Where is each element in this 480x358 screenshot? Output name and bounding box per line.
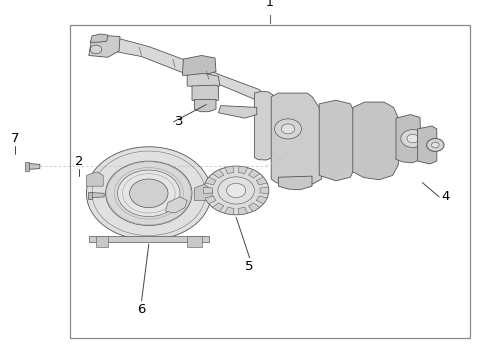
Polygon shape (92, 193, 104, 198)
Circle shape (275, 119, 301, 139)
Circle shape (281, 124, 295, 134)
Circle shape (432, 142, 439, 148)
Text: 6: 6 (137, 303, 146, 315)
Polygon shape (89, 36, 120, 57)
Polygon shape (90, 34, 108, 42)
Polygon shape (249, 203, 260, 211)
Polygon shape (213, 203, 224, 211)
Polygon shape (254, 91, 273, 160)
Polygon shape (29, 164, 40, 169)
Circle shape (204, 166, 269, 215)
Circle shape (427, 139, 444, 151)
Polygon shape (225, 166, 234, 174)
Polygon shape (278, 176, 312, 190)
Polygon shape (418, 126, 437, 164)
Bar (70, 25, 470, 338)
Circle shape (218, 177, 254, 204)
Polygon shape (205, 196, 216, 204)
Polygon shape (205, 177, 216, 185)
Text: 1: 1 (266, 0, 274, 9)
Text: 7: 7 (11, 132, 20, 145)
Polygon shape (187, 73, 220, 88)
Polygon shape (89, 236, 209, 242)
Polygon shape (238, 166, 248, 174)
Circle shape (227, 183, 246, 198)
Polygon shape (204, 187, 212, 194)
Polygon shape (271, 93, 322, 187)
Polygon shape (86, 172, 103, 186)
Polygon shape (260, 187, 269, 194)
Polygon shape (106, 38, 264, 100)
Polygon shape (96, 236, 108, 247)
Polygon shape (218, 106, 257, 118)
Circle shape (90, 45, 102, 54)
Polygon shape (238, 207, 248, 215)
Polygon shape (25, 162, 29, 171)
Text: 3: 3 (175, 115, 184, 128)
Circle shape (118, 170, 180, 217)
Polygon shape (396, 115, 421, 163)
Polygon shape (319, 100, 356, 181)
Polygon shape (353, 102, 398, 180)
Polygon shape (225, 207, 234, 215)
Polygon shape (166, 197, 187, 213)
Polygon shape (249, 170, 260, 178)
Text: 5: 5 (245, 260, 254, 272)
Circle shape (130, 179, 168, 208)
Polygon shape (192, 85, 218, 102)
Circle shape (401, 130, 425, 147)
Polygon shape (256, 177, 267, 185)
Polygon shape (88, 192, 92, 199)
Text: 2: 2 (75, 155, 84, 168)
Circle shape (407, 134, 419, 143)
Polygon shape (213, 170, 224, 178)
Circle shape (86, 147, 211, 240)
Polygon shape (194, 100, 216, 112)
Polygon shape (256, 196, 267, 204)
Polygon shape (194, 184, 212, 200)
Circle shape (106, 161, 192, 226)
Polygon shape (182, 55, 216, 76)
Polygon shape (187, 236, 202, 247)
Text: 4: 4 (442, 190, 450, 203)
